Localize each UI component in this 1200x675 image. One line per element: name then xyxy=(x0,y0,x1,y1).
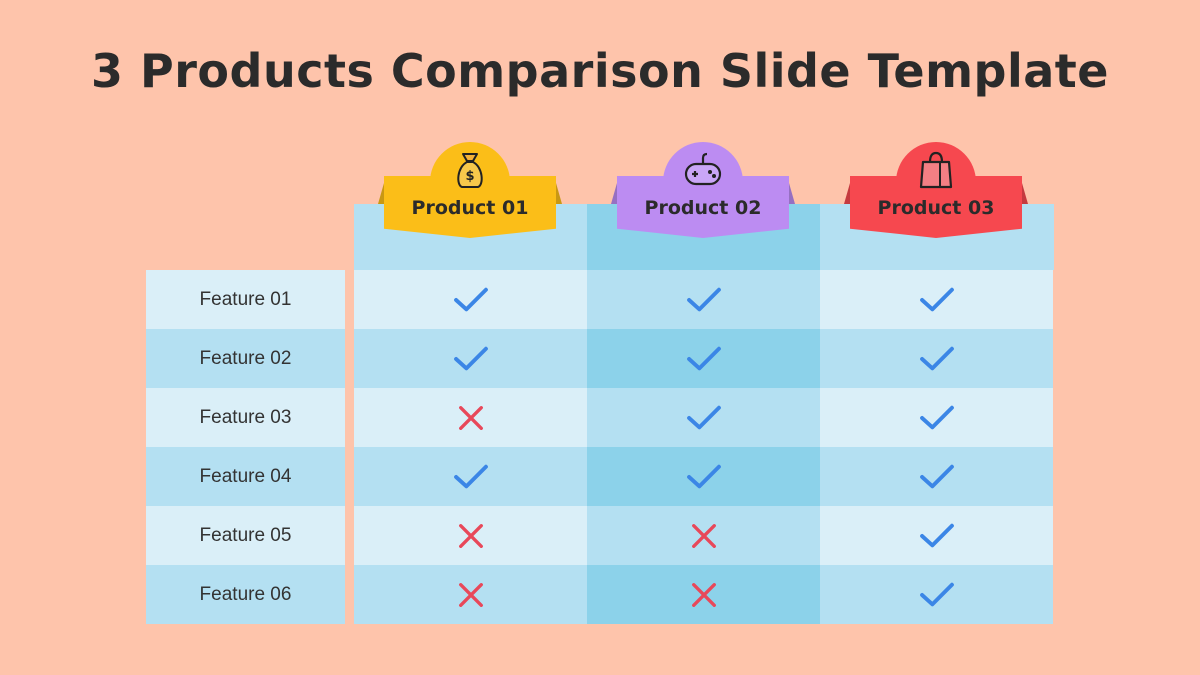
cross-icon xyxy=(457,581,485,609)
check-icon xyxy=(685,345,723,373)
check-icon xyxy=(685,404,723,432)
feature-label: Feature 06 xyxy=(146,565,345,624)
ribbon-fold xyxy=(554,176,562,204)
comparison-table: Feature 01 Feature 02 Feature 03 Feature 04… xyxy=(146,142,1054,624)
money-bag-icon: $ xyxy=(452,150,488,190)
table-cell xyxy=(587,388,820,447)
table-cell xyxy=(820,388,1053,447)
feature-label: Feature 03 xyxy=(146,388,345,447)
cross-icon xyxy=(457,404,485,432)
product-banner: Product 02 xyxy=(617,176,789,238)
table-cell xyxy=(587,506,820,565)
table-cell xyxy=(587,329,820,388)
product-badge: Product 03 xyxy=(844,142,1028,250)
table-cell xyxy=(820,329,1053,388)
table-cell xyxy=(354,270,587,329)
table-cell xyxy=(820,506,1053,565)
feature-label: Feature 04 xyxy=(146,447,345,506)
ribbon-fold xyxy=(1020,176,1028,204)
table-cell xyxy=(354,388,587,447)
cross-icon xyxy=(457,522,485,550)
cross-icon xyxy=(690,522,718,550)
product-name: Product 02 xyxy=(644,197,762,219)
table-cell xyxy=(354,506,587,565)
ribbon-fold xyxy=(844,176,852,204)
ribbon-fold xyxy=(787,176,795,204)
table-cell xyxy=(820,270,1053,329)
ribbon-fold xyxy=(378,176,386,204)
check-icon xyxy=(685,286,723,314)
check-icon xyxy=(685,463,723,491)
shopping-bag-icon xyxy=(918,150,954,190)
table-cell xyxy=(820,447,1053,506)
table-cell xyxy=(354,329,587,388)
check-icon xyxy=(918,581,956,609)
product-name: Product 03 xyxy=(877,197,995,219)
feature-label: Feature 01 xyxy=(146,270,345,329)
product-name: Product 01 xyxy=(411,197,529,219)
check-icon xyxy=(918,463,956,491)
slide-title: 3 Products Comparison Slide Template xyxy=(91,44,1109,98)
product-badge: Product 02 xyxy=(611,142,795,250)
product-badge: Product 01 $ xyxy=(378,142,562,250)
check-icon xyxy=(918,345,956,373)
check-icon xyxy=(452,286,490,314)
check-icon xyxy=(452,463,490,491)
check-icon xyxy=(452,345,490,373)
feature-label: Feature 05 xyxy=(146,506,345,565)
product-banner: Product 01 xyxy=(384,176,556,238)
check-icon xyxy=(918,286,956,314)
table-cell xyxy=(587,565,820,624)
cross-icon xyxy=(690,581,718,609)
table-cell xyxy=(587,447,820,506)
table-cell xyxy=(820,565,1053,624)
check-icon xyxy=(918,522,956,550)
check-icon xyxy=(918,404,956,432)
svg-text:$: $ xyxy=(465,169,474,184)
table-cell xyxy=(354,565,587,624)
gamepad-icon xyxy=(683,150,723,190)
table-cell xyxy=(354,447,587,506)
ribbon-fold xyxy=(611,176,619,204)
table-cell xyxy=(587,270,820,329)
feature-label: Feature 02 xyxy=(146,329,345,388)
